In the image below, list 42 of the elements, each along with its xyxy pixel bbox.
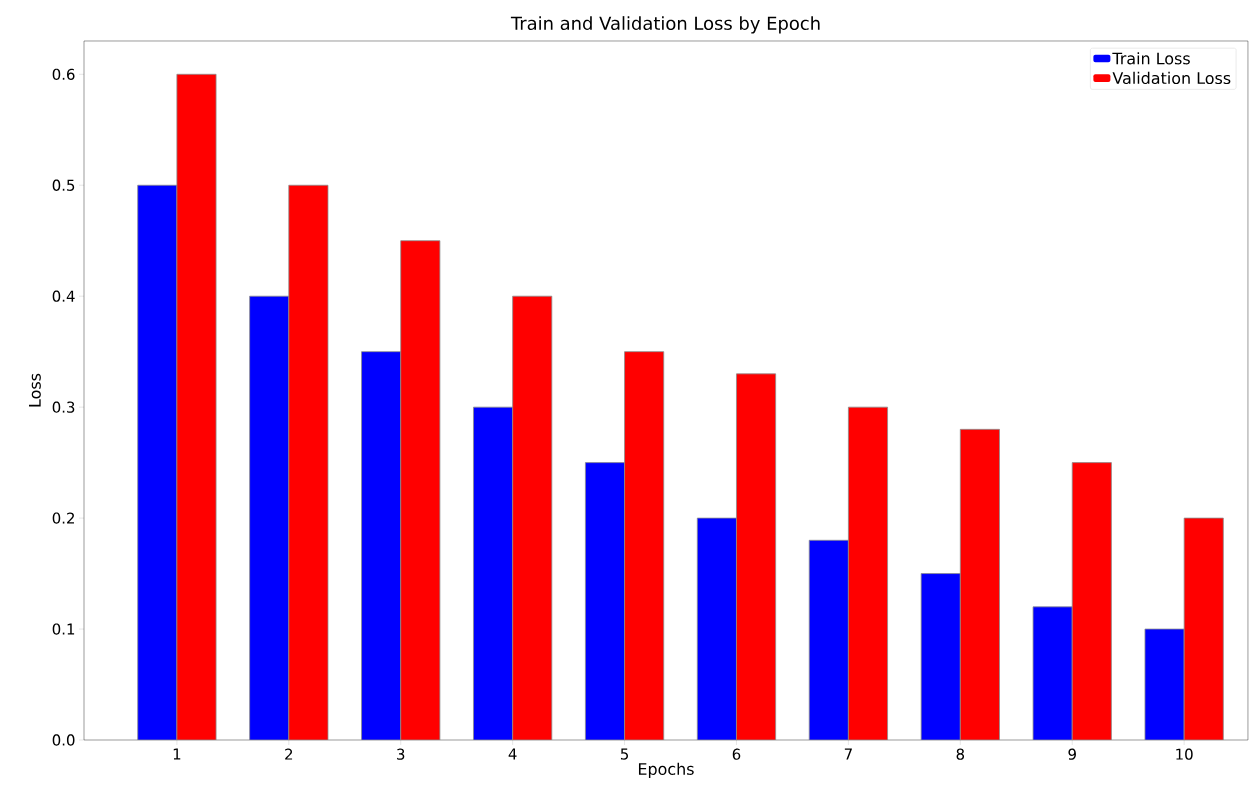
bar	[1033, 606, 1073, 740]
x-tick-label: 9	[1068, 748, 1076, 760]
y-tick-label: 0.2	[52, 512, 74, 524]
bar	[585, 462, 625, 740]
bar	[361, 351, 401, 740]
bar	[809, 540, 849, 740]
bar	[736, 373, 776, 740]
x-tick-label: 10	[1176, 748, 1193, 760]
bar	[960, 429, 1000, 740]
y-tick-label: 0.1	[52, 623, 75, 635]
bar	[473, 407, 513, 740]
x-tick-label: 5	[620, 748, 629, 760]
legend-label: Train Loss	[1112, 52, 1190, 65]
x-tick-label: 7	[844, 748, 852, 760]
chart-title: Train and Validation Loss by Epoch	[510, 16, 820, 34]
bar	[1144, 628, 1185, 740]
bar	[624, 351, 664, 740]
y-tick-label: 0.3	[52, 401, 75, 413]
x-tick-label: 3	[397, 748, 405, 760]
y-tick-label: 0.4	[52, 290, 75, 302]
x-axis-title: Epochs	[638, 762, 694, 779]
x-tick-label: 4	[508, 748, 517, 760]
y-tick-label: 0.0	[52, 734, 75, 746]
bar	[288, 185, 328, 740]
y-tick-label: 0.5	[52, 179, 75, 191]
bar	[176, 74, 217, 740]
x-tick-label: 1	[173, 748, 181, 760]
x-tick-label: 6	[732, 748, 741, 760]
bar	[848, 407, 888, 740]
bar	[512, 296, 552, 740]
x-tick-label: 2	[285, 748, 293, 760]
y-axis-title: Loss	[29, 373, 41, 407]
bar	[249, 296, 289, 740]
bar	[400, 240, 440, 740]
legend-label: Validation Loss	[1112, 71, 1231, 85]
y-tick-label: 0.6	[52, 68, 75, 80]
bar	[137, 185, 177, 740]
bar	[697, 518, 737, 740]
bar	[921, 573, 961, 740]
x-tick-label: 8	[956, 748, 965, 760]
bar	[1183, 517, 1224, 740]
bar	[1072, 462, 1112, 740]
